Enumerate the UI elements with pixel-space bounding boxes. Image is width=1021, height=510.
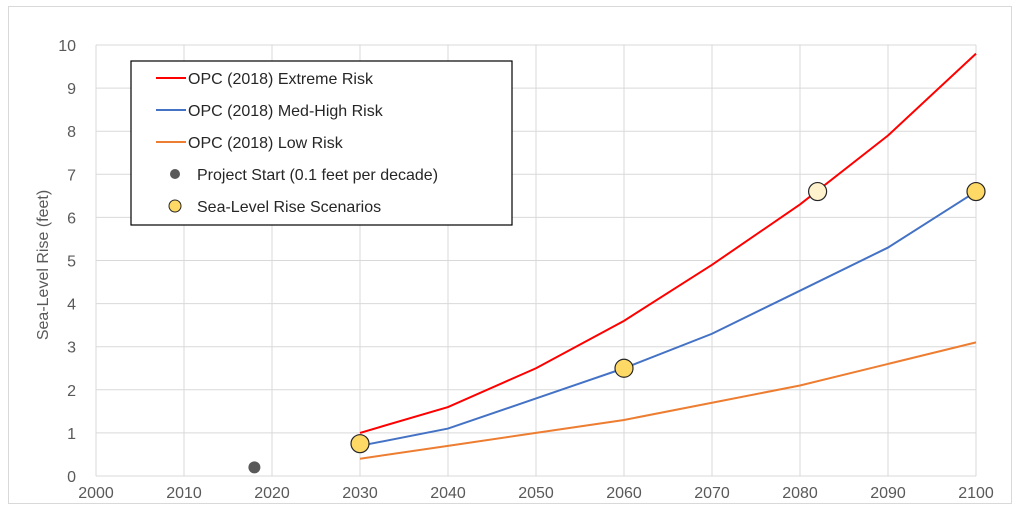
x-tick-label: 2040 (430, 485, 466, 502)
x-tick-label: 2010 (166, 485, 202, 502)
x-tick-label: 2100 (958, 485, 994, 502)
scenario-point (614, 358, 634, 378)
y-tick-label: 7 (67, 167, 76, 184)
axes: 0 1 2 3 4 5 6 7 8 9 10 2000 2010 2020 2030 2040 2050 2060… (58, 38, 994, 502)
legend-label: Sea-Level Rise Scenarios (197, 199, 381, 216)
chart-frame (8, 6, 1012, 504)
project-start-point (248, 461, 261, 474)
y-tick-label: 4 (67, 297, 76, 314)
legend-swatch-marker (168, 199, 182, 213)
series-line-2 (359, 341, 977, 460)
x-tick-label: 2030 (342, 485, 378, 502)
y-tick-label: 10 (58, 38, 76, 55)
scenario-point (807, 181, 828, 202)
series-points (248, 181, 986, 474)
legend-swatch-marker (170, 169, 180, 179)
y-axis-label: Sea-Level Rise (feet) (35, 190, 52, 340)
y-tick-label: 0 (67, 469, 76, 486)
x-tick-label: 2060 (606, 485, 642, 502)
y-tick-label: 8 (67, 124, 76, 141)
x-tick-label: 2020 (254, 485, 290, 502)
scenario-point (350, 434, 370, 454)
series-lines (359, 52, 977, 460)
x-tick-label: 2050 (518, 485, 554, 502)
scenario-point (966, 181, 986, 202)
series-line-1 (359, 190, 977, 447)
y-tick-label: 1 (67, 426, 76, 443)
x-tick-label: 2090 (870, 485, 906, 502)
y-tick-label: 9 (67, 81, 76, 98)
y-tick-label: 3 (67, 340, 76, 357)
legend-label: OPC (2018) Extreme Risk (188, 71, 374, 88)
y-tick-label: 5 (67, 254, 76, 271)
legend-label: OPC (2018) Low Risk (188, 135, 344, 152)
legend: OPC (2018) Extreme Risk OPC (2018) Med-Hi… (130, 60, 513, 226)
x-tick-label: 2080 (782, 485, 818, 502)
x-tick-label: 2000 (78, 485, 114, 502)
legend-label: OPC (2018) Med-High Risk (188, 103, 384, 120)
x-tick-label: 2070 (694, 485, 730, 502)
y-tick-label: 6 (67, 210, 76, 227)
legend-label: Project Start (0.1 feet per decade) (197, 167, 438, 184)
series-line-0 (359, 52, 977, 434)
legend-box (130, 60, 513, 226)
y-tick-label: 2 (67, 383, 76, 400)
